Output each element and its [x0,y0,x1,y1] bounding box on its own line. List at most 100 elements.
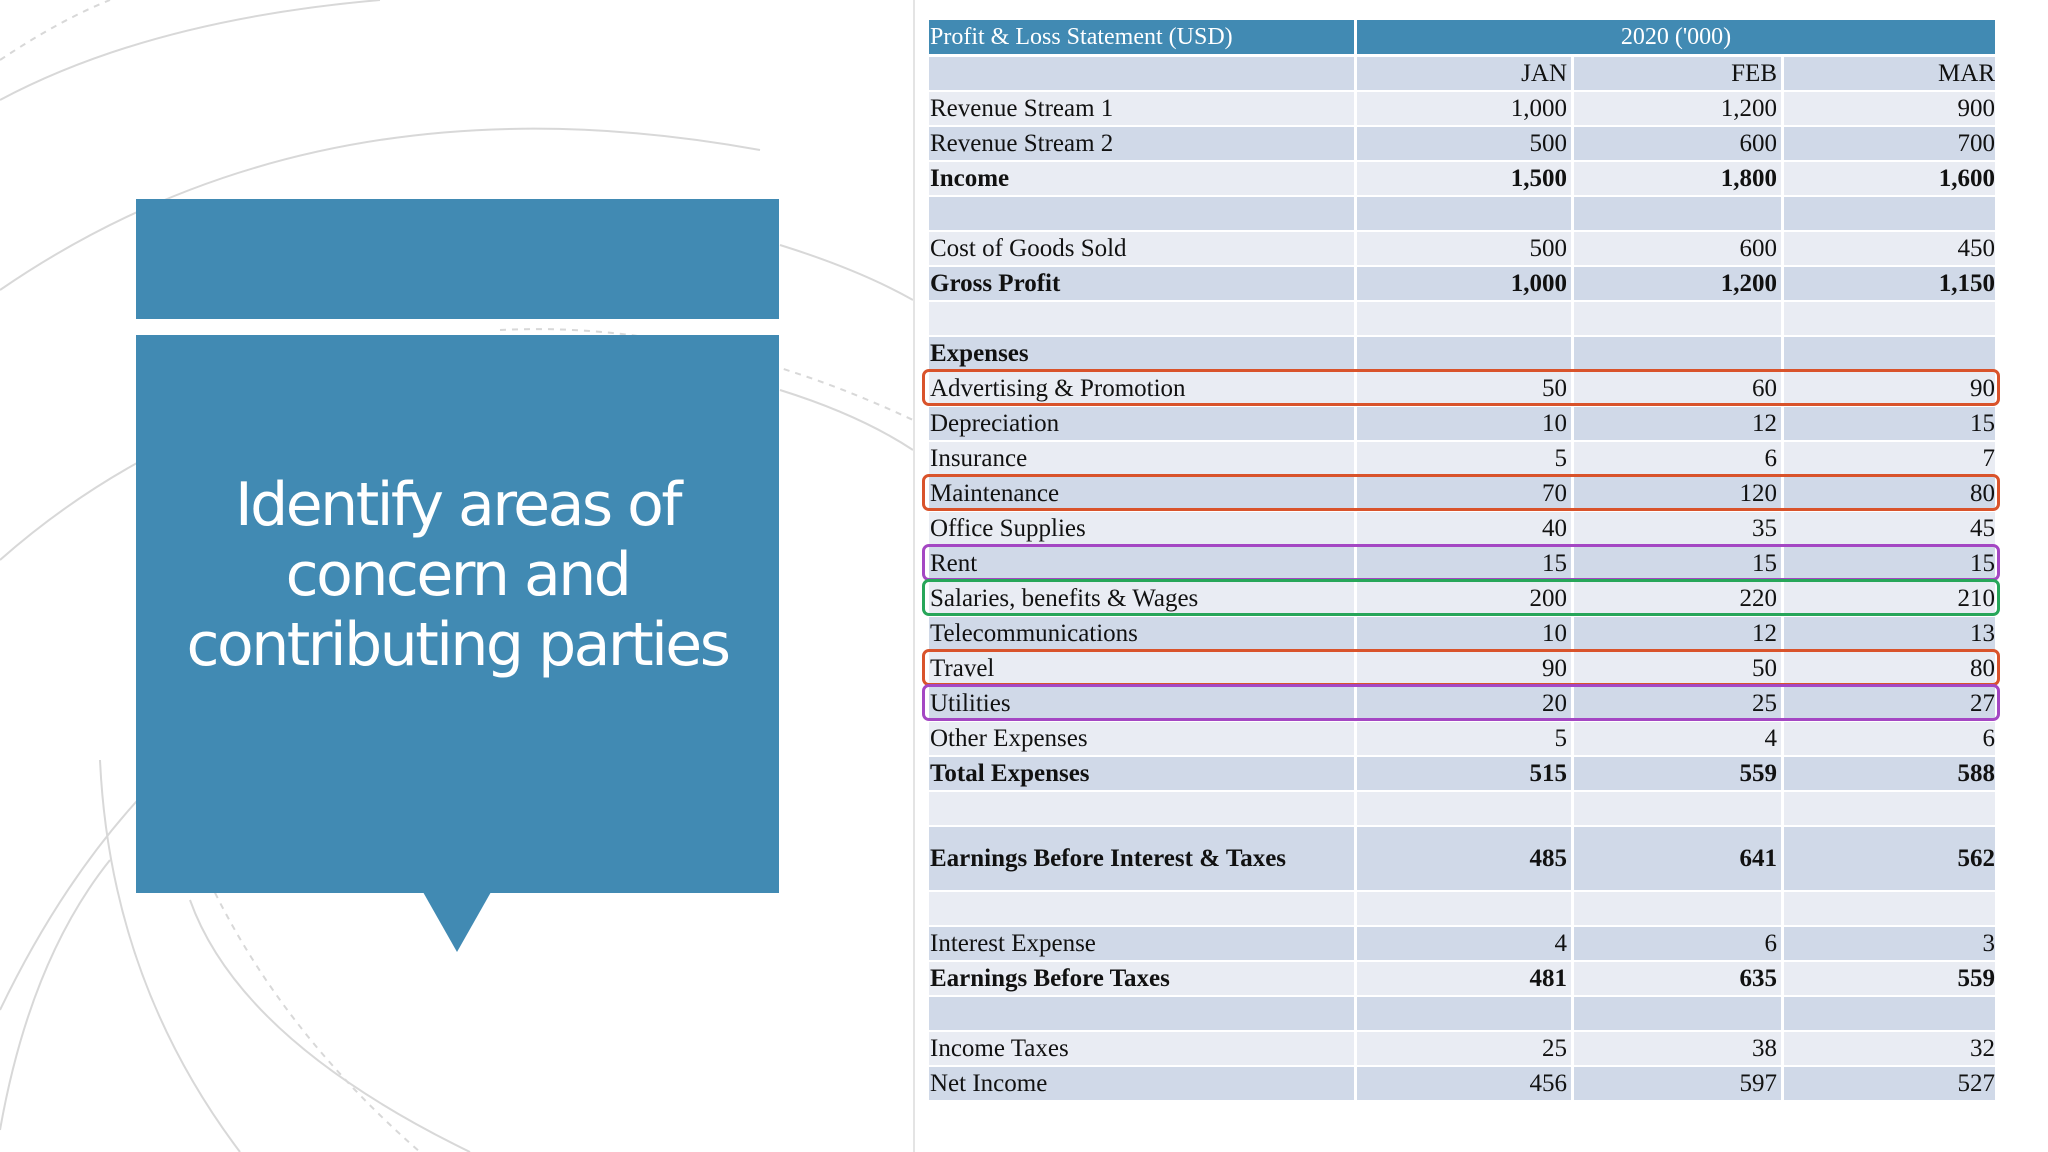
slide-divider [913,0,915,1152]
table-cell-label: Insurance [929,442,1357,475]
table-row: Income 1,500 1,800 1,600 [929,162,1995,195]
table-cell-jan: 481 [1357,962,1574,995]
table-cell-mar [1784,302,1995,335]
table-cell-feb: 50 [1574,652,1784,685]
table-cell-feb: 600 [1574,232,1784,265]
table-cell-feb: 1,200 [1574,92,1784,125]
month-header-jan: JAN [1357,57,1574,90]
table-row: Revenue Stream 2 500 600 700 [929,127,1995,160]
table-row: Telecommunications 10 12 13 [929,617,1995,650]
table-cell-jan: 5 [1357,722,1574,755]
table-cell-feb [1574,337,1784,370]
year-header: 2020 ('000) [1620,23,1732,50]
table-row: Cost of Goods Sold 500 600 450 [929,232,1995,265]
table-cell-jan: 90 [1357,652,1574,685]
table-cell-feb [1574,197,1784,230]
table-cell-mar [1784,997,1995,1030]
table-cell-label: Net Income [929,1067,1357,1100]
table-cell-label: Earnings Before Taxes [929,962,1357,995]
table-cell-label: Salaries, benefits & Wages [929,582,1357,615]
table-row [929,997,1995,1030]
table-row: Utilities 20 25 27 [929,687,1995,720]
table-cell-label: Utilities [929,687,1357,720]
table-cell-mar: 700 [1957,129,1996,157]
slide-title: Identify areas of concern and contributi… [186,470,731,680]
table-cell-feb: 1,200 [1574,267,1784,300]
table-cell-mar: 450 [1957,234,1996,262]
table-cell-mar: 80 [1970,654,1995,682]
table-row [929,197,1995,230]
table-cell-mar: 527 [1957,1069,1996,1097]
table-cell-feb [1574,997,1784,1030]
table-cell-label: Income [929,162,1357,195]
table-cell-jan: 1,000 [1357,267,1574,300]
table-cell-feb: 220 [1574,582,1784,615]
table-cell-mar: 562 [1957,844,1996,872]
table-cell-label: Gross Profit [929,267,1357,300]
table-row: Maintenance 70 120 80 [929,477,1995,510]
table-cell-mar: 45 [1970,514,1995,542]
table-cell-mar: 559 [1957,964,1996,992]
table-row: Rent 15 15 15 [929,547,1995,580]
table-cell-jan: 500 [1357,232,1574,265]
table-row: Office Supplies 40 35 45 [929,512,1995,545]
table-cell-mar: 210 [1957,584,1996,612]
callout-pointer [423,892,491,952]
table-cell-feb: 6 [1574,442,1784,475]
table-cell-mar: 588 [1957,759,1996,787]
highlight-box-orange [922,649,2000,686]
table-cell-jan [1357,997,1574,1030]
table-cell-label: Total Expenses [929,757,1357,790]
table-row [929,792,1995,825]
table-cell-jan: 4 [1357,927,1574,960]
month-header-feb: FEB [1574,57,1784,90]
table-cell-label: Revenue Stream 2 [929,127,1357,160]
table-cell-mar: 15 [1970,409,1995,437]
month-header-row: JAN FEB MAR [929,57,1995,90]
table-cell-jan: 456 [1357,1067,1574,1100]
table-cell-jan: 1,500 [1357,162,1574,195]
table-cell-jan: 15 [1357,547,1574,580]
month-header-blank [929,57,1357,90]
table-cell-label: Revenue Stream 1 [929,92,1357,125]
table-cell-jan: 5 [1357,442,1574,475]
highlight-box-green [922,579,2000,616]
table-cell-label: Expenses [929,337,1357,370]
table-cell-jan: 500 [1357,127,1574,160]
table-cell-jan: 1,000 [1357,92,1574,125]
table-cell-label: Depreciation [929,407,1357,440]
table-cell-feb: 60 [1574,372,1784,405]
table-cell-jan [1357,302,1574,335]
table-cell-mar: 32 [1970,1034,1995,1062]
table-cell-mar: 1,150 [1938,269,1995,297]
highlight-box-purple [922,544,2000,581]
table-cell-label [929,792,1357,825]
table-cell-feb: 4 [1574,722,1784,755]
table-cell-feb: 35 [1574,512,1784,545]
table-cell-label [929,997,1357,1030]
table-cell-feb [1574,892,1784,925]
table-cell-label: Advertising & Promotion [929,372,1357,405]
table-row: Earnings Before Taxes 481 635 559 [929,962,1995,995]
table-cell-label: Income Taxes [929,1032,1357,1065]
table-cell-jan [1357,197,1574,230]
table-row: Insurance 5 6 7 [929,442,1995,475]
table-row: Gross Profit 1,000 1,200 1,150 [929,267,1995,300]
table-row: Advertising & Promotion 50 60 90 [929,372,1995,405]
highlight-box-purple [922,684,2000,721]
table-cell-jan [1357,337,1574,370]
table-cell-jan: 20 [1357,687,1574,720]
table-cell-jan [1357,892,1574,925]
table-row: Interest Expense 4 6 3 [929,927,1995,960]
table-row [929,892,1995,925]
table-cell-feb: 25 [1574,687,1784,720]
table-cell-mar: 90 [1970,374,1995,402]
table-cell-feb: 597 [1574,1067,1784,1100]
table-cell-label: Earnings Before Interest & Taxes [929,827,1357,890]
table-cell-mar: 15 [1970,549,1995,577]
table-cell-jan: 485 [1357,827,1574,890]
table-row: Net Income 456 597 527 [929,1067,1995,1100]
table-row: Other Expenses 5 4 6 [929,722,1995,755]
table-cell-jan: 40 [1357,512,1574,545]
table-cell-jan: 10 [1357,407,1574,440]
